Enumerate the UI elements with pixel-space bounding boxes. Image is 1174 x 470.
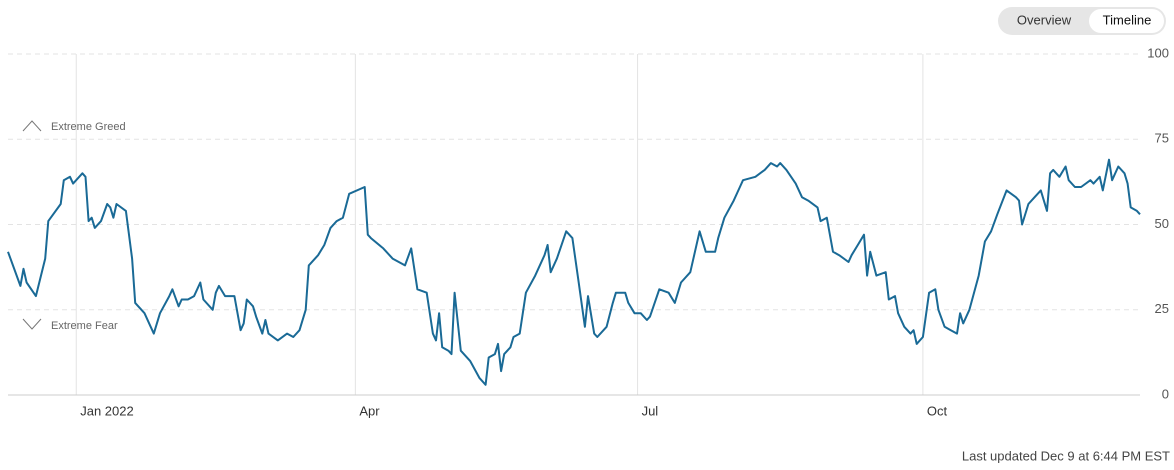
- y-tick-label: 0: [1162, 386, 1169, 401]
- greed-icon: [22, 120, 42, 132]
- x-tick-label: Jul: [642, 403, 659, 418]
- y-tick-label: 100: [1147, 45, 1169, 60]
- grid: [8, 53, 1140, 396]
- x-tick-label: Jan 2022: [80, 403, 133, 418]
- annotation: Extreme Fear: [51, 320, 118, 332]
- index-line: [7, 158, 1141, 386]
- footnote: Last updated Dec 9 at 6:44 PM EST: [962, 448, 1170, 463]
- toggle-timeline[interactable]: Timeline: [1103, 12, 1152, 27]
- y-tick-label: 75: [1155, 131, 1169, 146]
- fear-icon: [22, 318, 42, 330]
- x-tick-label: Apr: [359, 403, 380, 418]
- annotation: Extreme Greed: [51, 121, 126, 133]
- y-tick-label: 50: [1155, 216, 1169, 231]
- y-tick-label: 25: [1155, 301, 1169, 316]
- x-tick-label: Oct: [927, 403, 948, 418]
- toggle-pill: [1089, 9, 1164, 33]
- toggle-overview[interactable]: Overview: [1017, 12, 1072, 27]
